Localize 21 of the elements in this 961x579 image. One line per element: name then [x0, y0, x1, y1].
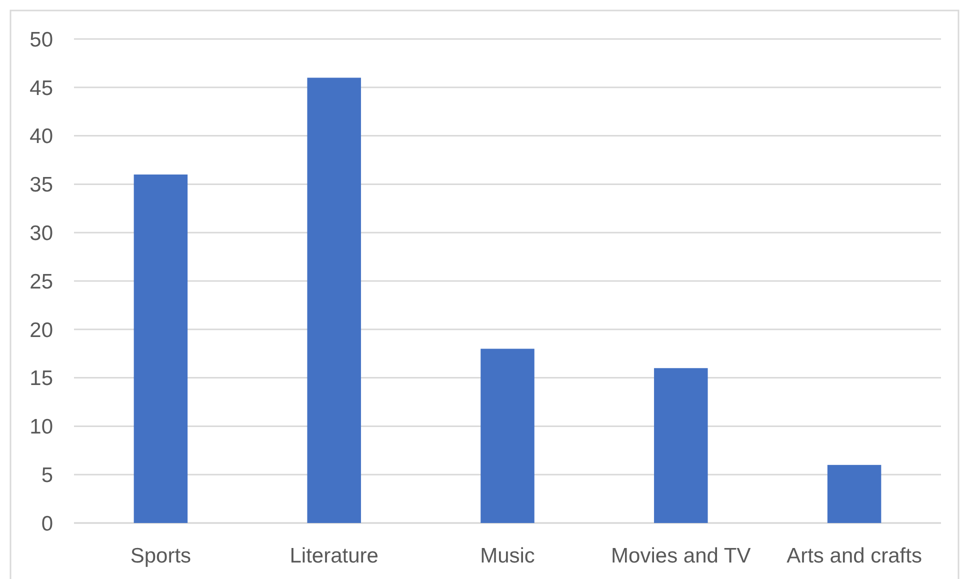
bar — [480, 348, 534, 523]
y-tick-label: 20 — [30, 318, 53, 342]
x-tick-label: Literature — [290, 544, 378, 568]
bar — [654, 368, 708, 523]
y-tick-label: 40 — [30, 125, 53, 148]
bar — [827, 464, 882, 523]
y-tick-label: 50 — [30, 28, 53, 52]
bar — [307, 78, 361, 523]
y-tick-label: 35 — [30, 174, 53, 197]
x-tick-label: Music — [480, 544, 535, 568]
y-tick-label: 5 — [41, 464, 53, 487]
y-tick-label: 30 — [30, 222, 53, 245]
x-tick-label: Sports — [130, 544, 192, 568]
x-tick-label: Arts and crafts — [786, 544, 922, 568]
bar — [134, 174, 188, 523]
y-tick-label: 45 — [30, 76, 53, 100]
x-tick-label: Movies and TV — [611, 544, 751, 568]
y-tick-label: 15 — [30, 367, 53, 390]
y-tick-label: 0 — [41, 512, 53, 536]
y-tick-label: 10 — [30, 416, 53, 439]
y-tick-label: 25 — [30, 270, 53, 294]
